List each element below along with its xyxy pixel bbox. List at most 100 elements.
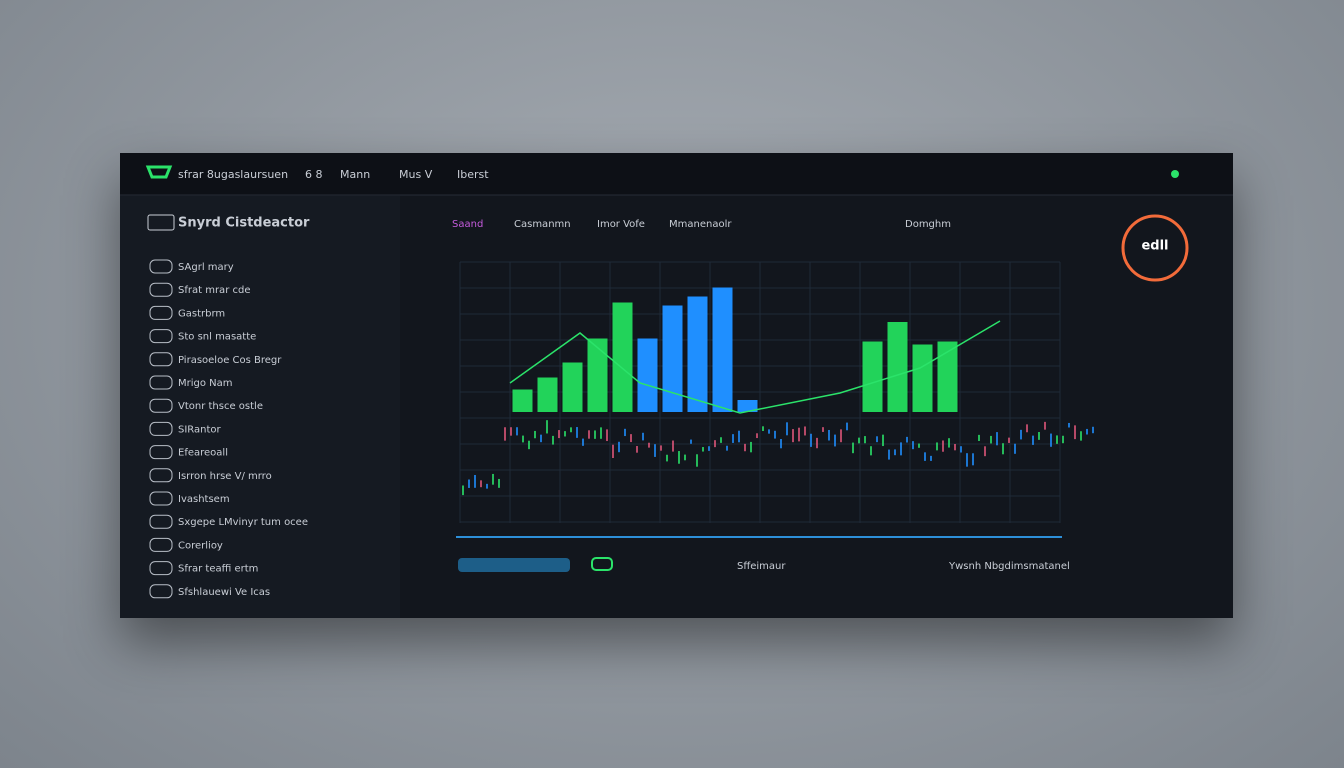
candle [810,433,812,447]
candle [576,427,578,438]
sidebar-item[interactable]: SAgrl mary [178,262,234,273]
candle [1044,421,1046,430]
status-dot [1171,170,1179,178]
sidebar-item[interactable]: SIRantor [178,424,222,435]
sidebar-item[interactable]: Ivashtsem [178,494,230,505]
candle [510,427,512,436]
nav-item[interactable]: Iberst [457,168,489,181]
icon [149,375,173,390]
candle [1092,426,1094,434]
trend-line [509,320,1001,414]
candle [738,430,740,443]
candle [546,420,548,434]
sidebar-item[interactable]: Efeareoall [178,448,228,459]
bar [562,362,583,412]
sidebar-item[interactable]: Pirasoeloe Cos Bregr [178,355,282,366]
icon [149,561,173,576]
sidebar-item[interactable]: Sto snl masatte [178,332,256,343]
sidebar-item[interactable]: Corerlioy [178,540,223,551]
candle [558,430,560,439]
icon [149,421,173,436]
candle [474,475,476,488]
sidebar-item[interactable]: Sfrar teaffi ertm [178,564,258,575]
nav-item[interactable]: Mann [340,168,370,181]
candle [1056,435,1058,444]
candle [996,432,998,446]
tab[interactable]: Mmanenaolr [669,219,732,230]
candle [1080,431,1082,441]
candle [804,426,806,436]
candle [1038,432,1040,440]
candle [528,440,530,450]
bar [687,296,708,412]
bar [912,344,933,412]
sidebar-item[interactable]: Sxgepe LMvinyr tum ocee [178,517,308,528]
candle [696,454,698,467]
candle [786,422,788,436]
candle [774,430,776,439]
icon [147,214,175,231]
sidebar-item[interactable]: Sfshlauewi Ve Icas [178,587,270,598]
candle [570,427,572,433]
candle [1050,433,1052,447]
candle [1026,424,1028,433]
nav-item[interactable]: Mus V [399,168,433,181]
candle [672,440,674,452]
sidebar-list: SAgrl mary Sfrat mrar cde Gastrbrm Sto snl … [149,259,308,599]
candle [534,430,536,439]
toggle[interactable] [591,557,613,571]
candle [924,452,926,461]
tab[interactable]: Casmanmn [514,219,571,230]
icon [149,468,173,483]
bar [612,302,633,412]
controls[interactable] [458,558,570,572]
candle [816,437,818,449]
candle [822,427,824,432]
candle [894,449,896,456]
bar [712,287,733,412]
nav-item[interactable]: 6 8 [305,168,323,181]
bar [737,400,758,412]
tab[interactable]: Saand [452,219,483,230]
sidebar-item[interactable]: Vtonr thsce ostle [178,401,263,412]
candle [468,479,470,488]
candle [984,446,986,457]
sidebar-item[interactable]: Gastrbrm [178,308,225,319]
candle [660,445,662,451]
candle [768,429,770,434]
candle [498,478,500,488]
candle [480,480,482,488]
candle [720,437,722,443]
candle [900,442,902,456]
icon [149,445,173,460]
candle [1062,435,1064,444]
candle [522,435,524,443]
candle [726,445,728,451]
sidebar-item[interactable]: Mrigo Nam [178,378,233,389]
candle [870,446,872,456]
candle [906,436,908,443]
candle [516,427,518,436]
candle [756,433,758,439]
candle [954,443,956,451]
candle [846,422,848,431]
candle [864,436,866,444]
tab[interactable]: Domghm [905,219,951,230]
candle [948,438,950,448]
candle [690,439,692,444]
icon [149,514,173,529]
candle [654,444,656,457]
candle [666,454,668,462]
sidebar-item[interactable]: Sfrat mrar cde [178,285,250,296]
tab[interactable]: Imor Vofe [597,219,645,230]
candle [552,435,554,445]
candle [600,427,602,439]
icon [149,259,173,274]
icon [149,584,173,599]
candle [750,441,752,453]
candle [1086,428,1088,435]
icon [149,352,173,367]
sidebar-item[interactable]: Isrron hrse V/ mrro [178,471,272,482]
footer-label: Sffeimaur [737,561,786,572]
